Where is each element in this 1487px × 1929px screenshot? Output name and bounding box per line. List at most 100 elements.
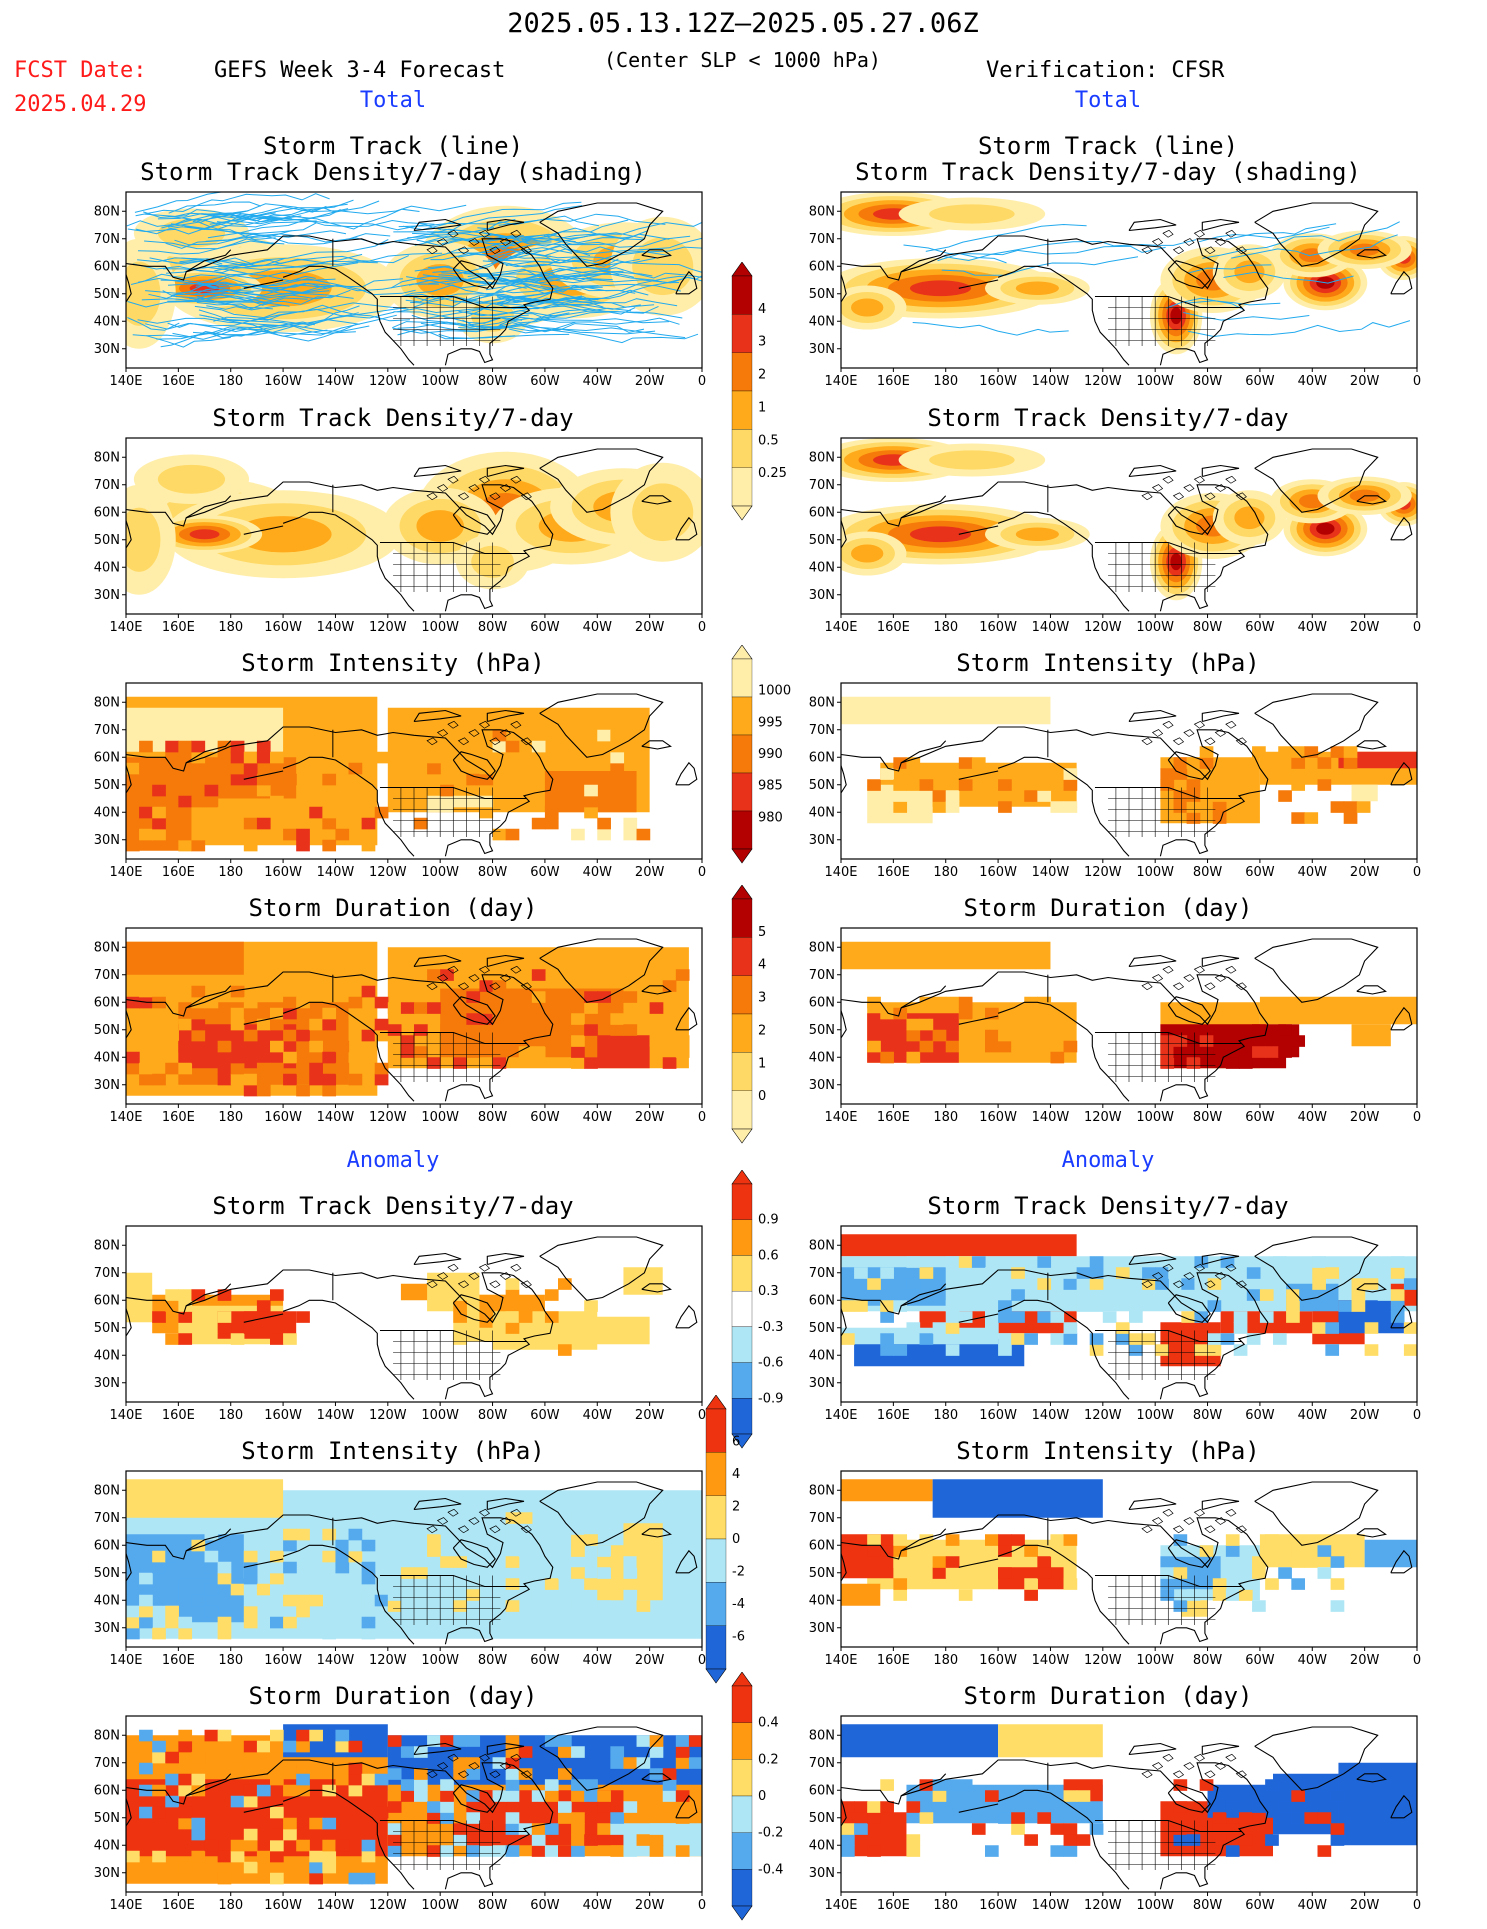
svg-text:60W: 60W xyxy=(530,1898,560,1913)
svg-text:160E: 160E xyxy=(877,1408,910,1423)
svg-text:140W: 140W xyxy=(1032,1653,1070,1668)
svg-text:-0.9: -0.9 xyxy=(758,1391,783,1406)
svg-text:50N: 50N xyxy=(94,778,120,793)
svg-text:0: 0 xyxy=(1413,865,1421,880)
svg-text:40N: 40N xyxy=(94,1838,120,1853)
svg-text:60W: 60W xyxy=(530,865,560,880)
svg-text:140E: 140E xyxy=(109,1110,142,1125)
svg-text:60W: 60W xyxy=(1245,1408,1275,1423)
svg-text:160E: 160E xyxy=(877,374,910,389)
svg-text:120W: 120W xyxy=(369,1898,407,1913)
panel-title-density-anom-left: Storm Track Density/7-day xyxy=(212,1192,574,1220)
svg-text:140W: 140W xyxy=(1032,1110,1070,1125)
svg-text:70N: 70N xyxy=(809,968,835,983)
svg-text:70N: 70N xyxy=(94,478,120,493)
svg-text:30N: 30N xyxy=(809,1078,835,1093)
svg-text:60N: 60N xyxy=(809,995,835,1010)
svg-text:0.6: 0.6 xyxy=(758,1248,779,1263)
svg-text:140W: 140W xyxy=(1032,865,1070,880)
svg-text:180: 180 xyxy=(933,865,958,880)
colorbar-intensity-total: 1000 995 990 985 980 xyxy=(716,644,806,869)
svg-text:140E: 140E xyxy=(824,865,857,880)
svg-text:100W: 100W xyxy=(1136,1408,1174,1423)
svg-text:50N: 50N xyxy=(809,1321,835,1336)
svg-text:0: 0 xyxy=(698,1408,706,1423)
svg-text:160E: 160E xyxy=(162,1898,195,1913)
svg-text:80W: 80W xyxy=(1193,1653,1223,1668)
svg-text:20W: 20W xyxy=(635,1110,665,1125)
map-density-anomaly-forecast: 140E 160E 180 160W 140W 120W 100W 80W 60W 40W 20W 0… xyxy=(80,1224,760,1439)
svg-text:100W: 100W xyxy=(421,1898,459,1913)
right-product-title: Verification: CFSR xyxy=(986,58,1225,83)
criterion-label: (Center SLP < 1000 hPa) xyxy=(604,48,881,72)
svg-text:60N: 60N xyxy=(809,259,835,274)
svg-text:60W: 60W xyxy=(530,1110,560,1125)
svg-text:80N: 80N xyxy=(809,1483,835,1498)
svg-text:40W: 40W xyxy=(1298,1110,1328,1125)
svg-text:20W: 20W xyxy=(635,1408,665,1423)
svg-text:70N: 70N xyxy=(94,1266,120,1281)
svg-text:40N: 40N xyxy=(809,1838,835,1853)
svg-text:160E: 160E xyxy=(162,1110,195,1125)
svg-text:30N: 30N xyxy=(94,588,120,603)
svg-text:40W: 40W xyxy=(583,1408,613,1423)
map-duration-anomaly-verification: 140E 160E 180 160W 140W 120W 100W 80W 60W 40W 20W 0… xyxy=(795,1714,1475,1929)
left-product-title: GEFS Week 3-4 Forecast xyxy=(214,58,506,83)
svg-text:30N: 30N xyxy=(809,1866,835,1881)
svg-text:3: 3 xyxy=(758,335,766,350)
svg-text:140W: 140W xyxy=(317,1653,355,1668)
svg-text:100W: 100W xyxy=(421,1408,459,1423)
svg-text:40W: 40W xyxy=(583,1898,613,1913)
svg-text:120W: 120W xyxy=(1084,1408,1122,1423)
svg-text:80W: 80W xyxy=(1193,374,1223,389)
svg-text:160W: 160W xyxy=(264,620,302,635)
svg-text:60N: 60N xyxy=(94,750,120,765)
panel-title-intensity-left: Storm Intensity (hPa) xyxy=(241,649,545,677)
svg-text:80N: 80N xyxy=(94,695,120,710)
svg-text:40N: 40N xyxy=(809,314,835,329)
panel-title-density-shading-left: Storm Track Density/7-day (shading) xyxy=(140,158,646,186)
svg-text:0: 0 xyxy=(758,1789,766,1804)
svg-text:80W: 80W xyxy=(1193,1408,1223,1423)
svg-text:990: 990 xyxy=(758,747,783,762)
svg-text:100W: 100W xyxy=(1136,1898,1174,1913)
svg-text:60W: 60W xyxy=(1245,865,1275,880)
svg-text:120W: 120W xyxy=(369,1653,407,1668)
svg-text:60N: 60N xyxy=(94,1293,120,1308)
svg-text:6: 6 xyxy=(732,1435,740,1450)
svg-text:160E: 160E xyxy=(877,1653,910,1668)
svg-text:80N: 80N xyxy=(94,1483,120,1498)
colorbar-intensity-anomaly: 6 4 2 0 -2 -4 -6 xyxy=(690,1394,780,1689)
svg-text:-2: -2 xyxy=(732,1565,745,1580)
colorbar-density-total: 4 3 2 1 0.5 0.25 xyxy=(716,261,806,526)
svg-text:60N: 60N xyxy=(94,1538,120,1553)
svg-text:60N: 60N xyxy=(809,1783,835,1798)
svg-text:180: 180 xyxy=(933,1110,958,1125)
svg-text:1000: 1000 xyxy=(758,684,791,699)
svg-text:60N: 60N xyxy=(94,1783,120,1798)
svg-text:0.5: 0.5 xyxy=(758,433,779,448)
svg-text:-4: -4 xyxy=(732,1597,745,1612)
svg-text:160W: 160W xyxy=(264,374,302,389)
svg-text:40N: 40N xyxy=(809,805,835,820)
svg-text:80N: 80N xyxy=(94,1728,120,1743)
svg-text:40N: 40N xyxy=(809,1050,835,1065)
svg-text:80N: 80N xyxy=(809,450,835,465)
svg-text:40W: 40W xyxy=(583,374,613,389)
svg-text:100W: 100W xyxy=(421,1110,459,1125)
svg-text:20W: 20W xyxy=(1350,374,1380,389)
svg-text:40N: 40N xyxy=(94,1593,120,1608)
svg-text:80N: 80N xyxy=(94,204,120,219)
svg-text:120W: 120W xyxy=(1084,1110,1122,1125)
svg-text:60N: 60N xyxy=(809,750,835,765)
svg-text:80W: 80W xyxy=(478,374,508,389)
svg-text:70N: 70N xyxy=(94,1511,120,1526)
panel-title-intensity-anom-right: Storm Intensity (hPa) xyxy=(956,1437,1260,1465)
map-density-verification: 140E 160E 180 160W 140W 120W 100W 80W 60W 40W 20W 0… xyxy=(795,436,1475,651)
svg-text:160E: 160E xyxy=(877,620,910,635)
svg-text:160W: 160W xyxy=(979,1110,1017,1125)
svg-text:80N: 80N xyxy=(94,1238,120,1253)
svg-text:100W: 100W xyxy=(1136,865,1174,880)
svg-text:160W: 160W xyxy=(264,1110,302,1125)
svg-text:180: 180 xyxy=(218,620,243,635)
